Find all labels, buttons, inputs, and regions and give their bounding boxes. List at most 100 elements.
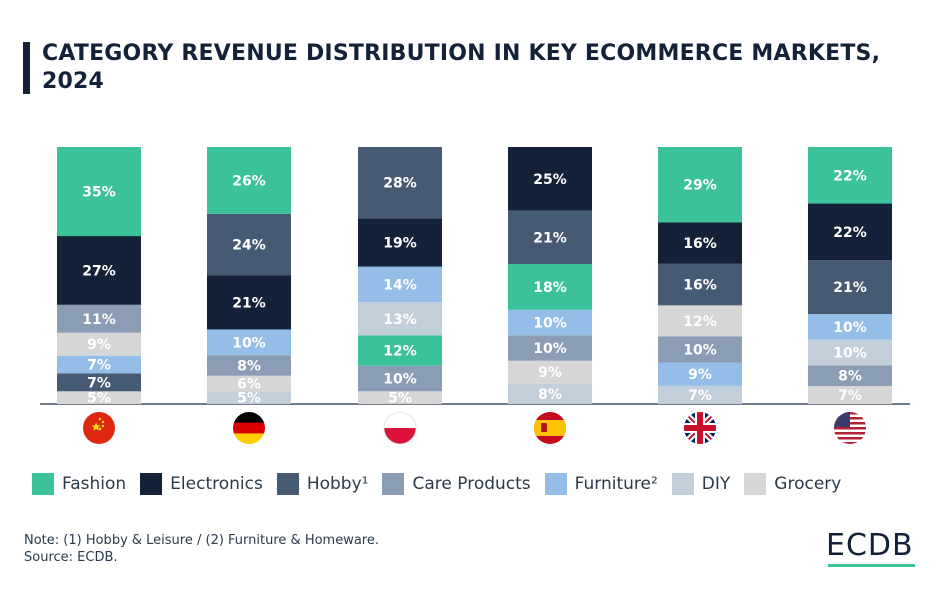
bar-segment-united-kingdom-care-products: [658, 336, 742, 363]
legend-label-electronics: Electronics: [170, 474, 263, 494]
data-label-spain-fashion: 18%: [533, 280, 567, 296]
data-label-spain-hobby: 21%: [533, 230, 567, 246]
data-label-china-electronics: 27%: [82, 263, 116, 279]
bar-segment-poland-diy: [358, 302, 442, 336]
legend-item-hobby: Hobby¹: [276, 473, 369, 495]
data-label-china-care-products: 11%: [82, 312, 116, 328]
bar-segment-united-states-hobby: [808, 260, 892, 315]
data-label-united-kingdom-grocery: 12%: [683, 314, 717, 330]
data-label-united-states-hobby: 21%: [833, 280, 867, 296]
data-label-poland-care-products: 10%: [383, 372, 417, 388]
bar-segment-poland-furniture: [358, 266, 442, 303]
us-flag-icon: [834, 412, 866, 444]
poland-flag-icon: [383, 411, 417, 445]
data-label-germany-fashion: 26%: [232, 173, 266, 189]
data-label-united-kingdom-hobby: 16%: [683, 278, 717, 294]
bar-segment-germany-furniture: [207, 329, 291, 356]
bar-segment-spain-hobby: [508, 210, 592, 265]
legend-label-grocery: Grocery: [774, 474, 842, 494]
data-label-china-fashion: 35%: [82, 185, 116, 201]
data-label-united-states-furniture: 10%: [833, 320, 867, 336]
legend-swatch-diy: [671, 473, 694, 495]
data-label-united-states-electronics: 22%: [833, 225, 867, 241]
bar-segment-united-states-grocery: [808, 386, 892, 404]
spain-flag-icon: [534, 412, 566, 444]
china-flag-icon: [83, 412, 115, 444]
bar-segment-united-kingdom-hobby: [658, 263, 742, 306]
data-label-united-states-diy: 10%: [833, 346, 867, 362]
data-label-united-kingdom-fashion: 29%: [683, 178, 717, 194]
bar-segment-spain-diy: [508, 383, 592, 404]
legend-swatch-electronics: [140, 473, 163, 495]
data-label-united-states-care-products: 8%: [838, 369, 862, 385]
data-label-china-furniture: 7%: [87, 358, 111, 374]
chart-title: CATEGORY REVENUE DISTRIBUTION IN KEY ECO…: [42, 41, 881, 94]
bar-segment-united-states-diy: [808, 339, 892, 366]
bar-segment-spain-electronics: [508, 147, 592, 211]
bar-segment-spain-furniture: [508, 309, 592, 336]
data-label-united-states-grocery: 7%: [838, 388, 862, 404]
bar-segment-poland-grocery: [358, 391, 442, 404]
legend-swatch-care-products: [382, 473, 405, 495]
bar-segment-china-grocery: [57, 332, 141, 356]
data-label-germany-hobby: 24%: [232, 238, 266, 254]
bar-segment-germany-fashion: [207, 147, 291, 214]
legend-swatch-hobby: [276, 473, 299, 495]
data-label-germany-grocery: 6%: [237, 376, 261, 392]
bar-segment-poland-electronics: [358, 218, 442, 267]
bar-segment-poland-hobby: [358, 147, 442, 219]
data-label-poland-fashion: 12%: [383, 344, 417, 360]
data-label-united-kingdom-electronics: 16%: [683, 236, 717, 252]
bar-segment-germany-hobby: [207, 213, 291, 276]
logo-underline: [828, 564, 915, 567]
legend-label-diy: DIY: [701, 474, 731, 494]
bar-segment-china-hobby: [57, 373, 141, 392]
title-accent-bar: [23, 42, 30, 94]
data-label-china-hobby: 7%: [87, 375, 111, 391]
source-text: Source: ECDB.: [24, 550, 118, 565]
legend-item-fashion: Fashion: [32, 473, 126, 495]
data-label-germany-care-products: 8%: [237, 358, 261, 374]
data-label-united-kingdom-diy: 7%: [688, 388, 712, 404]
legend-label-fashion: Fashion: [62, 474, 127, 494]
legend-label-hobby: Hobby¹: [306, 474, 369, 494]
bar-segment-china-care-products: [57, 304, 141, 333]
bar-segment-spain-fashion: [508, 264, 592, 310]
bar-segment-united-kingdom-diy: [658, 385, 742, 404]
data-label-spain-furniture: 10%: [533, 316, 567, 332]
data-label-germany-electronics: 21%: [232, 295, 266, 311]
uk-flag-icon: [684, 412, 716, 444]
legend-item-care-products: Care Products: [382, 473, 531, 495]
bar-segment-poland-fashion: [358, 335, 442, 366]
legend: Fashion Electronics Hobby¹ Care Products…: [32, 473, 855, 495]
bar-segment-united-kingdom-electronics: [658, 222, 742, 264]
bar-segment-united-states-electronics: [808, 203, 892, 261]
data-label-spain-electronics: 25%: [533, 172, 567, 188]
bar-segment-germany-electronics: [207, 275, 291, 330]
data-label-china-grocery: 9%: [87, 337, 111, 353]
data-label-poland-furniture: 14%: [383, 277, 417, 293]
data-label-united-states-fashion: 22%: [833, 168, 867, 184]
legend-item-furniture: Furniture²: [544, 473, 658, 495]
data-label-poland-grocery: 5%: [388, 391, 412, 407]
bar-segment-poland-care-products: [358, 365, 442, 392]
bar-segment-united-kingdom-grocery: [658, 305, 742, 337]
bar-segment-china-electronics: [57, 236, 141, 305]
bar-segment-united-kingdom-furniture: [658, 362, 742, 386]
data-label-germany-diy: 5%: [237, 391, 261, 407]
data-label-spain-diy: 8%: [538, 387, 562, 403]
legend-item-electronics: Electronics: [140, 473, 263, 495]
data-label-spain-grocery: 9%: [538, 365, 562, 381]
legend-item-diy: DIY: [671, 473, 731, 495]
legend-item-grocery: Grocery: [744, 473, 841, 495]
note-text: Note: (1) Hobby & Leisure / (2) Furnitur…: [24, 533, 379, 548]
bar-segment-spain-care-products: [508, 335, 592, 361]
data-label-germany-furniture: 10%: [232, 335, 266, 351]
legend-label-care-products: Care Products: [412, 474, 531, 494]
data-label-united-kingdom-care-products: 10%: [683, 342, 717, 358]
legend-swatch-grocery: [744, 473, 767, 495]
ecdb-logo: ECDB: [826, 528, 914, 563]
data-label-spain-care-products: 10%: [533, 341, 567, 357]
bar-segment-united-states-fashion: [808, 147, 892, 204]
data-label-poland-electronics: 19%: [383, 235, 417, 251]
